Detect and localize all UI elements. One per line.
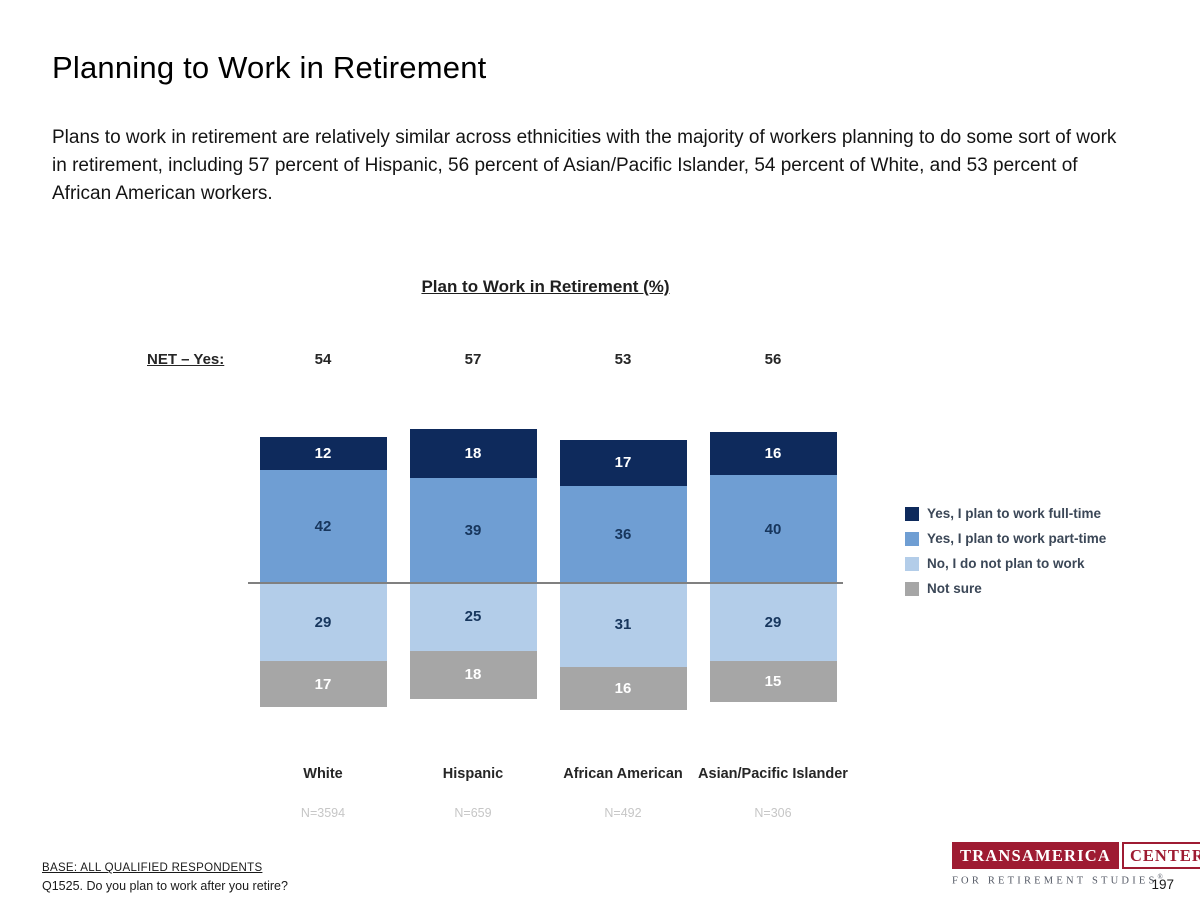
legend-swatch-icon (905, 531, 919, 546)
sample-size-label: N=492 (604, 806, 642, 820)
bar-segment: 17 (259, 661, 387, 708)
bar-segment: 16 (559, 666, 687, 710)
bar-segment: 18 (409, 429, 537, 478)
bar-segment: 16 (709, 431, 837, 475)
legend-label: Not sure (927, 581, 982, 596)
logo-tagline-text: FOR RETIREMENT STUDIES (952, 875, 1158, 887)
net-yes-value: 57 (464, 351, 482, 368)
legend-swatch-icon (905, 581, 919, 596)
bar-segment: 29 (259, 583, 387, 662)
page-number: 197 (1151, 877, 1174, 892)
page-title: Planning to Work in Retirement (52, 50, 487, 85)
bar-segment: 25 (409, 583, 537, 651)
sample-size-label: N=659 (454, 806, 492, 820)
bar-segment: 39 (409, 477, 537, 583)
net-yes-value: 53 (614, 351, 632, 368)
bar-segment: 29 (709, 583, 837, 662)
bar-segment: 40 (709, 475, 837, 583)
category-label: White (303, 765, 343, 782)
sample-size-label: N=306 (754, 806, 792, 820)
legend-label: No, I do not plan to work (927, 556, 1085, 571)
bar-segment: 15 (709, 661, 837, 702)
legend-item: No, I do not plan to work (905, 556, 1106, 571)
bar-segment: 12 (259, 437, 387, 470)
legend-item: Yes, I plan to work part-time (905, 531, 1106, 546)
sample-size-label: N=3594 (300, 806, 346, 820)
net-yes-value: 54 (314, 351, 332, 368)
bar-segment: 36 (559, 485, 687, 583)
chart-legend: Yes, I plan to work full-time Yes, I plan… (905, 506, 1106, 606)
legend-item: Yes, I plan to work full-time (905, 506, 1106, 521)
bar-segment: 18 (409, 650, 537, 700)
intro-paragraph: Plans to work in retirement are relative… (52, 127, 1117, 204)
logo-transamerica: TRANSAMERICA (952, 842, 1119, 869)
bar-segment: 31 (559, 583, 687, 667)
axis-line (248, 582, 843, 584)
net-yes-value: 56 (764, 351, 782, 368)
category-label: Asian/Pacific Islander (698, 765, 848, 782)
legend-label: Yes, I plan to work part-time (927, 531, 1107, 546)
category-label: Hispanic (442, 765, 504, 782)
legend-item: Not sure (905, 581, 1106, 596)
legend-swatch-icon (905, 556, 919, 571)
chart-title: Plan to Work in Retirement (%) (421, 277, 670, 296)
footer-base-note: BASE: ALL QUALIFIED RESPONDENTS (42, 862, 263, 874)
logo-tagline: FOR RETIREMENT STUDIES® (952, 873, 1170, 887)
legend-label: Yes, I plan to work full-time (927, 506, 1102, 521)
logo-center: CENTER (1122, 842, 1200, 869)
bar-segment: 42 (259, 469, 387, 583)
legend-swatch-icon (905, 506, 919, 521)
category-label: African American (563, 765, 683, 782)
footer-question: Q1525. Do you plan to work after you ret… (42, 879, 288, 893)
registered-mark: ® (1157, 873, 1163, 881)
transamerica-center-logo: TRANSAMERICA CENTER FOR RETIREMENT STUDI… (952, 842, 1200, 887)
bar-segment: 17 (559, 439, 687, 486)
net-yes-label: NET – Yes: (147, 351, 225, 368)
logo-wordmark: TRANSAMERICA CENTER (952, 842, 1200, 869)
